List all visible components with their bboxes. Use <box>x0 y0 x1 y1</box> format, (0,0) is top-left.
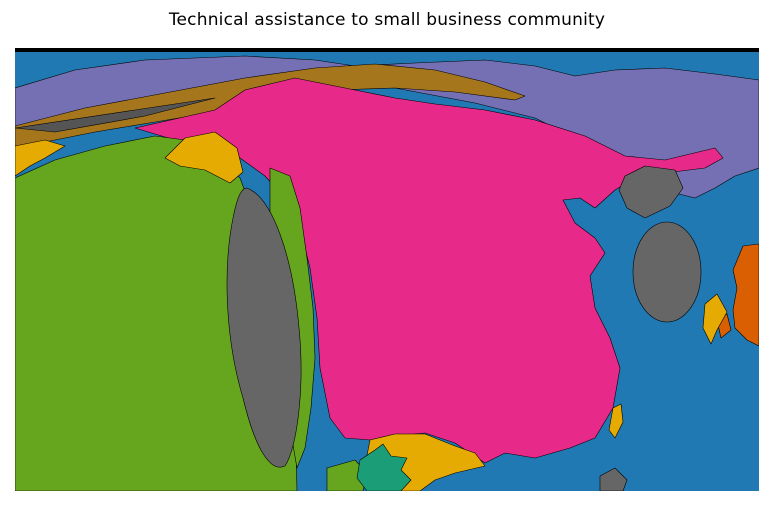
cartogram-map <box>14 48 760 492</box>
region-yellow-taiwan <box>608 403 624 439</box>
region-brown-band <box>14 63 526 151</box>
region-gray-east <box>632 221 702 323</box>
region-gray-northeast <box>618 165 684 219</box>
region-yellow-east <box>702 293 728 345</box>
region-teal-south <box>356 443 412 492</box>
region-dark-streak <box>14 97 216 133</box>
region-yellow-northwest <box>14 139 66 177</box>
top-border <box>15 48 759 52</box>
region-yellow-north <box>164 131 244 184</box>
map-title: Technical assistance to small business c… <box>168 10 606 30</box>
region-gray-south <box>599 467 628 492</box>
region-gray-west <box>226 187 302 468</box>
map-canvas <box>14 48 760 492</box>
